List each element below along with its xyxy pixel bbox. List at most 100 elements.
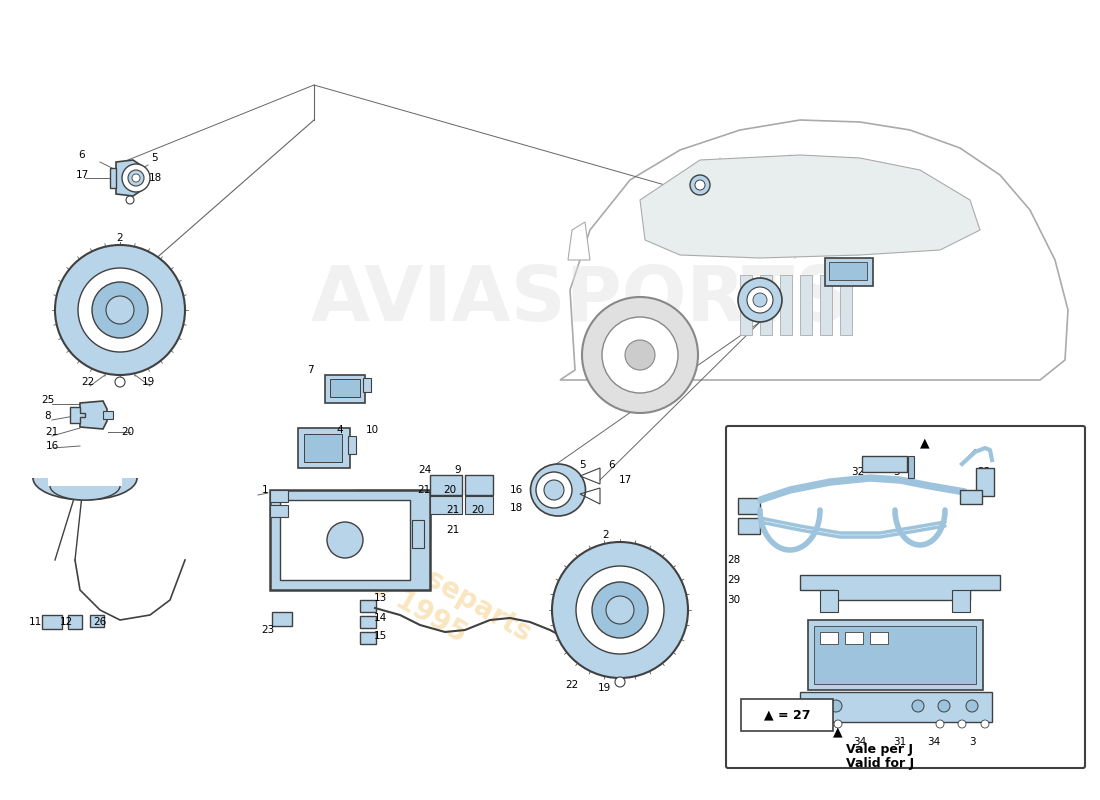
Bar: [272, 612, 292, 626]
Bar: [808, 620, 983, 690]
Circle shape: [747, 287, 773, 313]
Circle shape: [592, 582, 648, 638]
Bar: [760, 275, 772, 335]
Circle shape: [690, 175, 710, 195]
Circle shape: [576, 566, 664, 654]
Text: 2: 2: [117, 233, 123, 243]
Circle shape: [804, 700, 816, 712]
Text: 19: 19: [597, 683, 611, 693]
Bar: [270, 505, 288, 517]
Bar: [90, 615, 104, 627]
Circle shape: [981, 720, 989, 728]
Text: 22: 22: [81, 377, 95, 387]
Text: 25: 25: [42, 395, 55, 405]
Text: 4: 4: [337, 425, 343, 435]
Bar: [68, 615, 82, 629]
Bar: [324, 375, 365, 403]
Bar: [829, 262, 867, 280]
Bar: [870, 632, 888, 644]
Bar: [820, 275, 832, 335]
Bar: [270, 490, 288, 502]
Bar: [825, 258, 873, 286]
Bar: [30, 448, 140, 478]
Bar: [800, 692, 992, 722]
Circle shape: [738, 278, 782, 322]
Circle shape: [536, 472, 572, 508]
Text: 30: 30: [727, 595, 740, 605]
Text: 14: 14: [373, 613, 386, 623]
Circle shape: [116, 377, 125, 387]
Circle shape: [754, 293, 767, 307]
Circle shape: [695, 180, 705, 190]
Text: 15: 15: [373, 631, 386, 641]
Circle shape: [912, 700, 924, 712]
Ellipse shape: [33, 456, 138, 500]
Text: 5: 5: [152, 153, 158, 163]
Circle shape: [55, 245, 185, 375]
Circle shape: [615, 677, 625, 687]
Circle shape: [78, 268, 162, 352]
Polygon shape: [110, 168, 115, 188]
Bar: [976, 468, 994, 496]
Bar: [360, 600, 376, 612]
Circle shape: [126, 196, 134, 204]
Text: 8: 8: [45, 411, 52, 421]
Circle shape: [602, 317, 678, 393]
Text: 9: 9: [454, 465, 461, 475]
Bar: [820, 590, 838, 612]
Bar: [360, 632, 376, 644]
Text: 13: 13: [373, 593, 386, 603]
Circle shape: [544, 480, 564, 500]
Bar: [48, 470, 122, 486]
Text: 10: 10: [365, 425, 378, 435]
Text: 32: 32: [851, 467, 865, 477]
Bar: [814, 626, 976, 684]
Polygon shape: [116, 160, 142, 196]
Bar: [304, 434, 342, 462]
Text: 5: 5: [579, 460, 585, 470]
Text: 23: 23: [262, 625, 275, 635]
Bar: [363, 378, 371, 392]
Bar: [738, 498, 760, 514]
Text: ▲ = 27: ▲ = 27: [763, 709, 811, 722]
Bar: [780, 275, 792, 335]
Ellipse shape: [50, 472, 120, 500]
Circle shape: [936, 720, 944, 728]
Circle shape: [92, 282, 148, 338]
Bar: [348, 436, 356, 454]
Text: 28: 28: [727, 555, 740, 565]
Text: 20: 20: [443, 485, 456, 495]
Polygon shape: [560, 120, 1068, 380]
Text: 3: 3: [969, 737, 976, 747]
Text: AVIASPORTS: AVIASPORTS: [310, 263, 849, 337]
Circle shape: [582, 297, 698, 413]
Text: 2: 2: [603, 530, 609, 540]
Text: 7: 7: [307, 365, 314, 375]
Text: 29: 29: [727, 575, 740, 585]
Text: 21: 21: [417, 485, 430, 495]
Circle shape: [830, 700, 842, 712]
Circle shape: [595, 643, 605, 653]
Text: 19: 19: [142, 377, 155, 387]
Bar: [740, 275, 752, 335]
Text: 18: 18: [148, 173, 162, 183]
Circle shape: [122, 164, 150, 192]
Text: 18: 18: [509, 503, 522, 513]
Text: ▲: ▲: [833, 726, 843, 738]
Text: 3: 3: [893, 467, 900, 477]
Text: 21: 21: [45, 427, 58, 437]
Circle shape: [106, 296, 134, 324]
Text: 26: 26: [94, 617, 107, 627]
Bar: [465, 475, 493, 495]
Text: 17: 17: [618, 475, 631, 485]
Ellipse shape: [530, 464, 585, 516]
Bar: [840, 275, 852, 335]
Polygon shape: [568, 222, 590, 260]
Circle shape: [552, 542, 688, 678]
Bar: [465, 496, 493, 514]
Circle shape: [812, 720, 820, 728]
Bar: [820, 632, 838, 644]
Text: 17: 17: [76, 170, 89, 180]
Text: 34: 34: [927, 737, 940, 747]
Text: ▲: ▲: [921, 437, 929, 450]
